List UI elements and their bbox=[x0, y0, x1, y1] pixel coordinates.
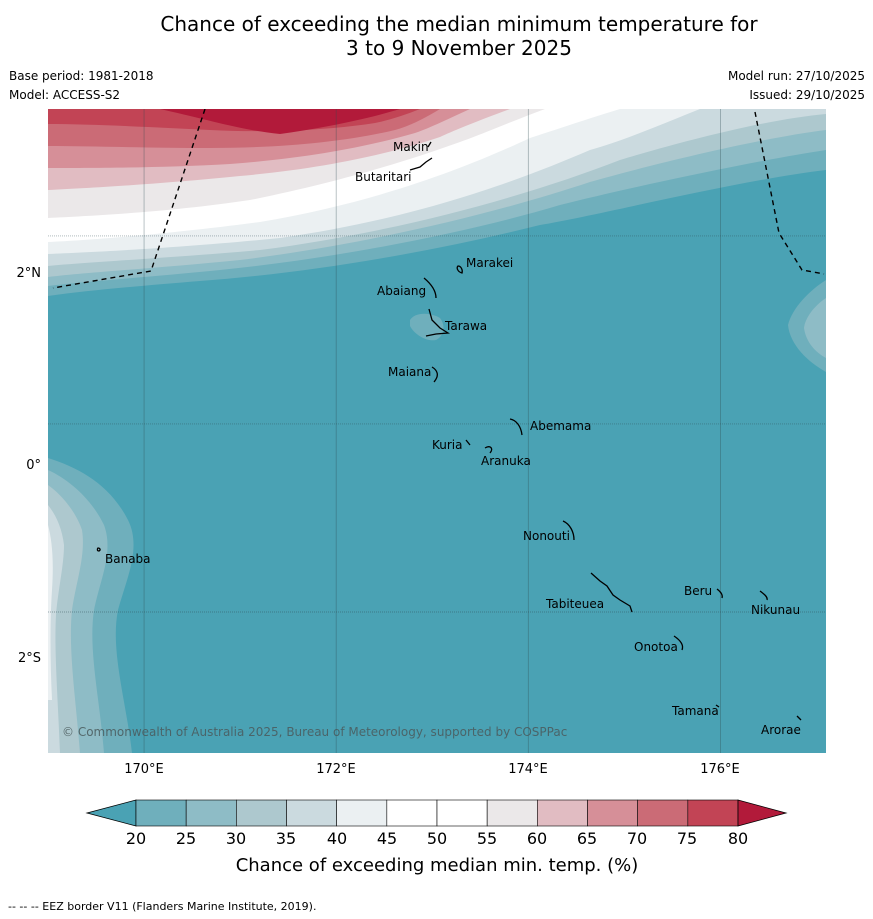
colorbar-tick: 70 bbox=[627, 829, 647, 848]
probability-contours bbox=[48, 109, 826, 753]
colorbar-tick: 60 bbox=[527, 829, 547, 848]
lon-tick-label: 170°E bbox=[124, 762, 164, 777]
model-name: Model: ACCESS-S2 bbox=[9, 88, 121, 102]
colorbar-segment bbox=[637, 799, 689, 827]
colorbar-tick: 50 bbox=[427, 829, 447, 848]
colorbar-tick: 45 bbox=[377, 829, 397, 848]
island-label: Onotoa bbox=[634, 640, 678, 654]
lat-tick-label: 0° bbox=[26, 458, 41, 473]
colorbar-segment bbox=[436, 799, 488, 827]
colorbar-segment bbox=[135, 799, 187, 827]
colorbar-over-arrow bbox=[737, 799, 788, 827]
island-nonouti-shape bbox=[562, 520, 575, 541]
lon-tick-label: 176°E bbox=[700, 762, 740, 777]
colorbar-under-arrow bbox=[85, 799, 137, 827]
eez-border-east bbox=[754, 111, 825, 275]
colorbar-tick: 65 bbox=[577, 829, 597, 848]
colorbar-segment bbox=[486, 799, 538, 827]
title-line-1: Chance of exceeding the median minimum t… bbox=[160, 12, 758, 36]
axis-labels: 170°E 172°E 174°E 176°E 2°N 0° 2°S bbox=[17, 266, 740, 777]
island-nikunau-shape bbox=[759, 590, 768, 601]
title-line-2: 3 to 9 November 2025 bbox=[346, 36, 572, 60]
colorbar-segment bbox=[236, 799, 287, 827]
island-label: Kuria bbox=[432, 438, 463, 452]
gridlines bbox=[48, 109, 826, 753]
meta-left: Base period: 1981-2018 Model: ACCESS-S2 bbox=[9, 69, 154, 103]
colorbar-segment bbox=[286, 799, 337, 827]
colorbar-tick: 80 bbox=[728, 829, 748, 848]
forecast-map: Makin Butaritari Marakei Abaiang Tarawa … bbox=[17, 109, 826, 876]
colorbar-label: Chance of exceeding median min. temp. (%… bbox=[236, 855, 639, 876]
copyright-notice: © Commonwealth of Australia 2025, Bureau… bbox=[62, 725, 567, 739]
colorbar-tick: 40 bbox=[327, 829, 347, 848]
island-tamana-shape bbox=[715, 704, 720, 708]
island-label: Abemama bbox=[530, 419, 591, 433]
colorbar-tick-labels: 20 25 30 35 40 45 50 55 60 65 70 75 80 bbox=[126, 829, 748, 848]
contour-band-sw-40 bbox=[48, 525, 53, 700]
island-beru-shape bbox=[716, 588, 723, 599]
island-banaba-shape bbox=[96, 547, 101, 552]
island-label: Marakei bbox=[466, 256, 513, 270]
island-label: Abaiang bbox=[377, 284, 426, 298]
island-abaiang-shape bbox=[423, 277, 437, 299]
issued-date: Issued: 29/10/2025 bbox=[749, 88, 865, 102]
island-label: Nikunau bbox=[751, 603, 800, 617]
island-makin-shape bbox=[427, 141, 432, 148]
meta-right: Model run: 27/10/2025 Issued: 29/10/2025 bbox=[728, 69, 865, 103]
colorbar bbox=[85, 799, 788, 827]
island-label: Tarawa bbox=[444, 319, 487, 333]
lon-tick-label: 172°E bbox=[316, 762, 356, 777]
colorbar-tick: 55 bbox=[477, 829, 497, 848]
island-label: Beru bbox=[684, 584, 712, 598]
island-label: Maiana bbox=[388, 365, 431, 379]
island-kuria-shape bbox=[465, 439, 471, 446]
island-labels: Makin Butaritari Marakei Abaiang Tarawa … bbox=[105, 140, 801, 737]
island-maiana-shape bbox=[431, 366, 438, 383]
island-tabiteuea-shape bbox=[590, 572, 633, 613]
island-label: Nonouti bbox=[523, 529, 570, 543]
island-arorae-shape bbox=[796, 715, 802, 721]
eez-border-west bbox=[52, 109, 206, 289]
island-label: Tabiteuea bbox=[545, 597, 604, 611]
island-label: Banaba bbox=[105, 552, 151, 566]
island-label: Makin bbox=[393, 140, 429, 154]
model-run: Model run: 27/10/2025 bbox=[727, 69, 865, 83]
island-label: Tamana bbox=[671, 704, 719, 718]
eez-footnote: -- -- -- EEZ border V11 (Flanders Marine… bbox=[8, 900, 317, 913]
base-period: Base period: 1981-2018 bbox=[9, 69, 154, 83]
lat-tick-label: 2°S bbox=[18, 651, 41, 666]
island-butaritari-shape bbox=[409, 157, 433, 171]
colorbar-tick: 25 bbox=[176, 829, 196, 848]
eez-borders bbox=[52, 109, 825, 289]
island-onotoa-shape bbox=[673, 635, 684, 651]
island-marakei-shape bbox=[456, 265, 463, 274]
map-title: Chance of exceeding the median minimum t… bbox=[0, 12, 873, 60]
lat-tick-label: 2°N bbox=[17, 266, 42, 281]
contour-band-80 bbox=[160, 109, 400, 134]
contour-patch-east-25 bbox=[804, 298, 826, 358]
lon-tick-label: 174°E bbox=[508, 762, 548, 777]
colorbar-segment bbox=[386, 799, 438, 827]
colorbar-tick: 20 bbox=[126, 829, 146, 848]
island-abemama-shape bbox=[509, 418, 523, 436]
island-aranuka-shape bbox=[484, 446, 493, 454]
colorbar-tick: 30 bbox=[226, 829, 246, 848]
colorbar-tick: 35 bbox=[276, 829, 296, 848]
island-label: Aranuka bbox=[481, 454, 531, 468]
colorbar-segment bbox=[336, 799, 388, 827]
island-tarawa-shape bbox=[425, 308, 451, 337]
island-label: Butaritari bbox=[355, 170, 412, 184]
island-shapes bbox=[96, 141, 802, 721]
island-label: Arorae bbox=[761, 723, 801, 737]
colorbar-segment bbox=[537, 799, 588, 827]
colorbar-segment bbox=[587, 799, 638, 827]
colorbar-segment bbox=[687, 799, 739, 827]
colorbar-segment bbox=[185, 799, 237, 827]
colorbar-tick: 75 bbox=[677, 829, 697, 848]
